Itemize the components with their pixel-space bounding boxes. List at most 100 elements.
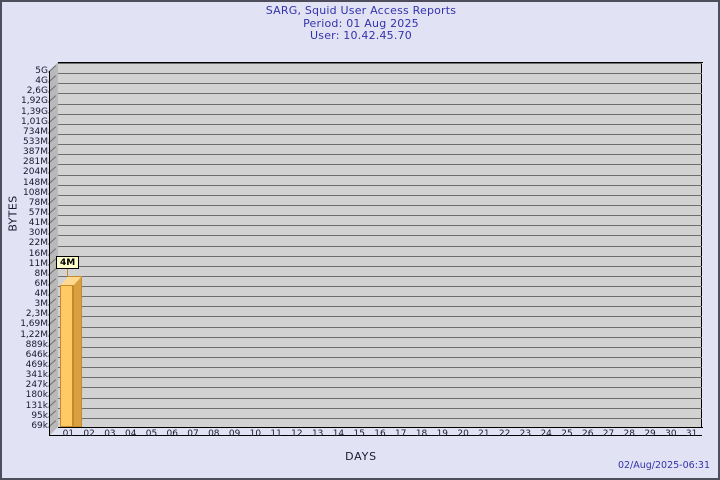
y-tick-label: 148M — [23, 177, 48, 188]
y-tick: 247k — [2, 380, 48, 390]
page-title: SARG, Squid User Access Reports — [265, 4, 457, 17]
y-tick: 341k — [2, 370, 48, 380]
gridline — [58, 336, 702, 338]
y-tick: 16M — [2, 249, 48, 259]
y-axis-line — [49, 71, 50, 436]
gridline — [58, 204, 702, 206]
y-tick-label: 57M — [28, 207, 48, 218]
y-tick: 646k — [2, 350, 48, 360]
gridline — [58, 82, 702, 84]
x-tick-label: 15 — [353, 429, 365, 439]
report-period: Period: 01 Aug 2025 — [303, 16, 419, 30]
x-axis-line — [49, 435, 702, 436]
x-tick-label: 07 — [187, 429, 199, 439]
y-tick-label: 5G — [35, 65, 48, 76]
gridline — [58, 315, 702, 317]
y-tick-label: 2,6G — [26, 85, 48, 96]
x-tick-label: 27 — [602, 429, 615, 439]
y-tick: 889k — [2, 340, 48, 350]
gridline — [58, 133, 702, 135]
x-tick-label: 11 — [270, 429, 282, 439]
gridline — [58, 153, 702, 155]
y-tick: 131k — [2, 401, 48, 411]
gridline — [58, 194, 702, 196]
y-tick-label: 889k — [25, 339, 48, 350]
report-user: User: 10.42.45.70 — [310, 29, 412, 42]
x-axis-label: DAYS — [345, 450, 377, 463]
y-tick: 1,22M — [2, 330, 48, 340]
x-tick-label: 26 — [582, 429, 594, 439]
y-tick: 5G — [2, 66, 48, 76]
gridline — [58, 255, 702, 257]
y-tick: 4G — [2, 76, 48, 86]
y-tick-label: 8M — [34, 268, 49, 279]
bar[interactable] — [60, 285, 73, 427]
y-tick: 180k — [2, 390, 48, 400]
y-tick-label: 16M — [28, 248, 48, 259]
x-tick-label: 04 — [124, 429, 137, 439]
value-callout-stem — [66, 269, 68, 277]
x-tick-label: 12 — [291, 429, 303, 439]
x-tick-label: 08 — [208, 429, 220, 439]
gridline — [58, 143, 702, 145]
gridline — [58, 92, 702, 94]
x-tick-label: 23 — [519, 429, 532, 439]
x-tick-label: 05 — [145, 429, 158, 439]
gridline — [58, 234, 702, 236]
x-tick-label: 03 — [104, 429, 116, 439]
x-tick-label: 28 — [623, 429, 635, 439]
y-tick: 2,3M — [2, 309, 48, 319]
y-tick-label: 533M — [23, 136, 48, 147]
gridline — [58, 62, 702, 64]
gridline — [58, 356, 702, 358]
x-tick-label: 01 — [62, 429, 75, 439]
bar-value-label: 4M — [56, 256, 80, 269]
gridline — [58, 174, 702, 176]
generated-timestamp: 02/Aug/2025-06:31 — [617, 460, 710, 471]
y-tick-label: 78M — [28, 197, 48, 208]
x-tick-label: 18 — [415, 429, 428, 439]
x-tick-label: 29 — [644, 429, 656, 439]
gridline — [58, 285, 702, 287]
x-tick-label: 22 — [498, 429, 511, 439]
y-tick: 734M — [2, 127, 48, 137]
x-tick-label: 30 — [665, 429, 677, 439]
y-tick: 204M — [2, 167, 48, 177]
y-tick-label: 1,01G — [20, 116, 48, 127]
y-tick-label: 95k — [31, 410, 48, 421]
y-tick: 1,69M — [2, 319, 48, 329]
y-tick: 108M — [2, 188, 48, 198]
x-tick-label: 21 — [478, 429, 490, 439]
gridline — [58, 123, 702, 125]
y-axis-wall — [49, 62, 58, 436]
gridline — [58, 245, 702, 247]
gridline — [58, 417, 702, 419]
y-tick-label: 281M — [23, 156, 48, 167]
gridline — [58, 113, 702, 115]
gridline — [58, 214, 702, 216]
y-tick-label: 2,3M — [25, 308, 48, 319]
y-tick-label: 204M — [23, 166, 48, 177]
y-tick-label: 6M — [34, 278, 49, 289]
x-tick-label: 14 — [332, 429, 345, 439]
x-tick-label: 09 — [228, 429, 241, 439]
y-tick: 57M — [2, 208, 48, 218]
y-tick-label: 108M — [23, 187, 48, 198]
y-tick-label: 341k — [25, 369, 48, 380]
gridline — [58, 103, 702, 105]
bar-side-face — [73, 276, 82, 427]
y-tick-label: 180k — [25, 389, 48, 400]
gridline — [58, 407, 702, 409]
y-tick: 1,92G — [2, 96, 48, 106]
plot-area — [58, 62, 702, 427]
y-tick-label: 131k — [25, 400, 48, 411]
y-tick-label: 387M — [23, 146, 48, 157]
x-tick-label: 06 — [166, 429, 178, 439]
x-tick-label: 31 — [685, 429, 698, 439]
y-tick: 8M — [2, 268, 49, 279]
y-tick-label: 1,39G — [20, 106, 48, 117]
gridline — [58, 295, 702, 297]
y-tick-label: 247k — [25, 379, 48, 390]
